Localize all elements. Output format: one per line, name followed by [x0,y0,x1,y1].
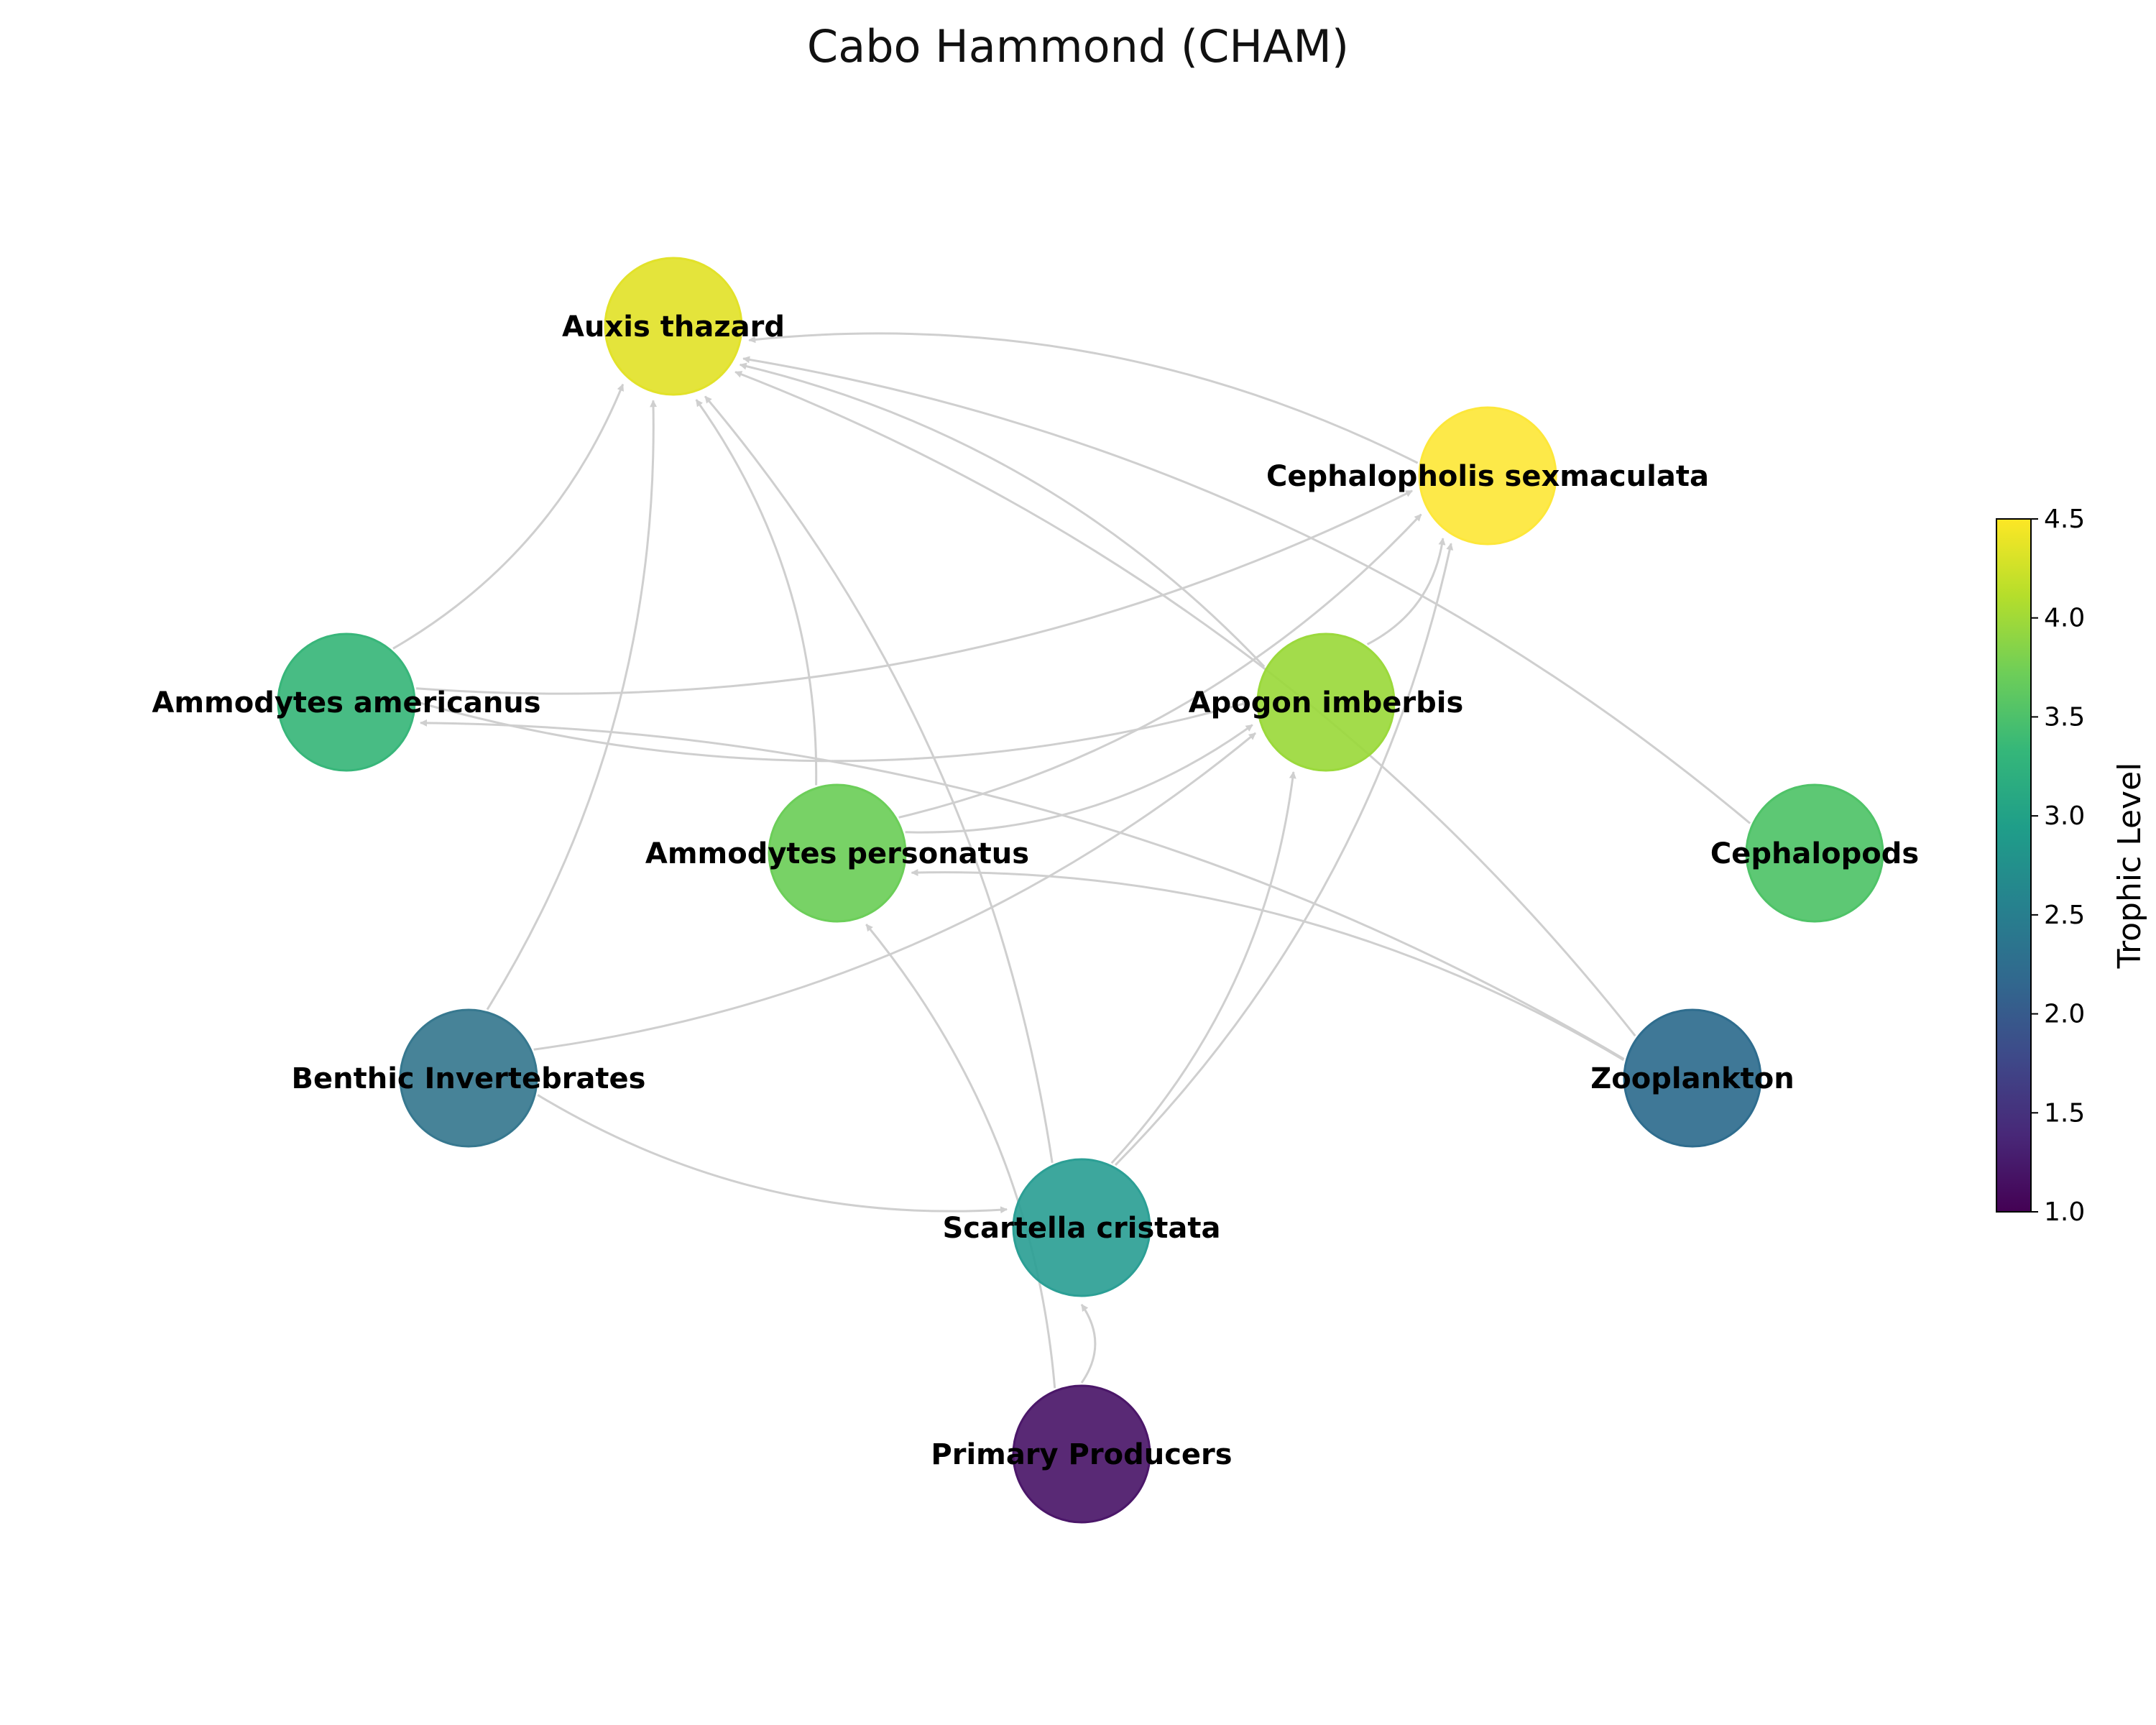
edge-benthic-to-auxis [486,400,658,1011]
node-label-primary: Primary Producers [931,1438,1232,1471]
node-apogon [1256,632,1396,772]
node-amm_am [277,632,416,772]
colorbar-tick-label-6: 4.0 [2044,604,2085,633]
colorbar-tick-label-4: 3.0 [2044,801,2085,831]
colorbar-tick-label-7: 4.5 [2044,505,2085,534]
colorbar-tick-label-3: 2.5 [2044,901,2085,930]
edge-scartella-to-apogon [1110,771,1296,1164]
edges-layer [392,332,1751,1389]
edge-amm_pe-to-auxis [695,399,818,786]
node-cephalopholis [1418,406,1557,546]
edge-primary-to-amm_pe [865,924,1056,1389]
colorbar-label: Trophic Level [2111,763,2148,970]
node-label-benthic: Benthic Invertebrates [292,1062,646,1095]
node-label-amm_pe: Ammodytes personatus [645,837,1029,870]
edge-benthic-to-apogon [533,732,1256,1051]
node-scartella [1012,1158,1151,1297]
colorbar-gradient [1996,518,2032,1213]
colorbar-tick-label-2: 2.0 [2044,1000,2085,1029]
edge-zoo-to-auxis [734,371,1636,1037]
colorbar: 1.0 1.5 2.0 2.5 3.0 3.5 4.0 4.5 Trophic Level [1996,505,2148,1227]
edge-cephalopholis-to-auxis [748,332,1419,464]
node-label-amm_am: Ammodytes americanus [152,686,540,719]
colorbar-tick-label-1: 1.5 [2044,1098,2085,1128]
edge-scartella-to-cephalopholis [1114,543,1454,1166]
node-label-apogon: Apogon imberbis [1189,686,1464,719]
node-auxis [604,257,743,396]
node-label-cephalopholis: Cephalopholis sexmaculata [1266,460,1709,493]
edge-primary-to-scartella [1080,1304,1097,1384]
node-benthic [399,1008,538,1148]
nodes-layer [277,257,1884,1524]
edge-apogon-to-cephalopholis [1366,538,1446,645]
node-label-cephalopods: Cephalopods [1710,837,1919,870]
edge-amm_am-to-auxis [392,383,625,650]
edge-amm_pe-to-cephalopholis [898,513,1422,819]
node-cephalopods [1745,783,1884,923]
edge-amm_am-to-apogon [417,700,1250,763]
edge-apogon-to-auxis [739,362,1266,668]
node-amm_pe [768,783,907,923]
node-label-zoo: Zooplankton [1590,1062,1794,1095]
labels-layer: Auxis thazard Cephalopholis sexmaculata Am… [152,310,1919,1471]
edge-benthic-to-scartella [537,1094,1008,1214]
diagram-title: Cabo Hammond (CHAM) [806,20,1350,73]
node-label-scartella: Scartella cristata [942,1212,1220,1245]
colorbar-tick-label-0: 1.0 [2044,1197,2085,1227]
node-zoo [1623,1008,1762,1148]
edge-amm_pe-to-apogon [905,724,1253,834]
node-label-auxis: Auxis thazard [562,310,785,344]
colorbar-tick-label-5: 3.5 [2044,702,2085,732]
edge-zoo-to-amm_pe [911,869,1625,1062]
edge-amm_am-to-cephalopholis [415,489,1413,695]
node-primary [1012,1384,1151,1524]
edge-cephalopods-to-auxis [742,356,1751,824]
edge-zoo-to-amm_am [420,719,1625,1060]
edge-scartella-to-auxis [704,395,1054,1164]
